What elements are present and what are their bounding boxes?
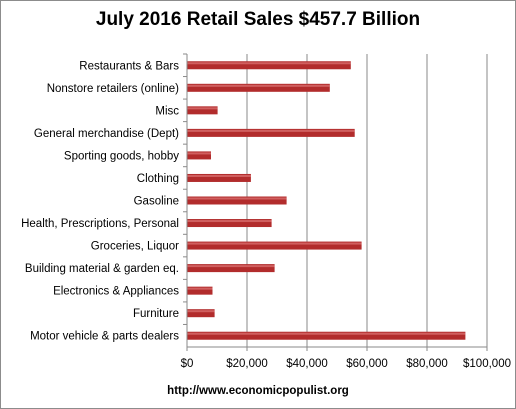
bar bbox=[187, 264, 275, 273]
x-tick-label: $0 bbox=[181, 358, 194, 370]
bar-highlight bbox=[187, 220, 272, 223]
x-tick-label: $40,000 bbox=[286, 358, 328, 370]
x-tick-label: $80,000 bbox=[406, 358, 448, 370]
category-label: Furniture bbox=[133, 308, 179, 320]
category-label: Clothing bbox=[137, 173, 179, 185]
category-label: Sporting goods, hobby bbox=[64, 150, 179, 162]
bar-highlight bbox=[187, 265, 275, 268]
x-tick-label: $100,000 bbox=[463, 358, 511, 370]
bar bbox=[187, 241, 362, 250]
bar bbox=[187, 196, 287, 205]
category-label: Groceries, Liquor bbox=[91, 241, 179, 253]
bar bbox=[187, 219, 272, 228]
category-label: Gasoline bbox=[134, 196, 179, 208]
bar bbox=[187, 331, 466, 340]
bar-highlight bbox=[187, 332, 466, 335]
bar-highlight bbox=[187, 84, 330, 87]
category-label: Health, Prescriptions, Personal bbox=[21, 218, 179, 230]
category-label: Misc bbox=[155, 105, 179, 117]
bar bbox=[187, 106, 218, 115]
bar bbox=[187, 128, 355, 137]
bar-highlight bbox=[187, 287, 213, 290]
category-label: Restaurants & Bars bbox=[79, 60, 179, 72]
category-label: Electronics & Appliances bbox=[53, 286, 179, 298]
bar-highlight bbox=[187, 152, 211, 155]
category-label: Motor vehicle & parts dealers bbox=[30, 331, 179, 343]
chart-title: July 2016 Retail Sales $457.7 Billion bbox=[95, 9, 421, 30]
category-label: General merchandise (Dept) bbox=[34, 128, 179, 140]
category-label: Nonstore retailers (online) bbox=[47, 83, 179, 95]
bar-highlight bbox=[187, 310, 215, 313]
bar-highlight bbox=[187, 242, 362, 245]
bar bbox=[187, 83, 330, 92]
bar-highlight bbox=[187, 174, 251, 177]
bar bbox=[187, 309, 215, 318]
x-tick-label: $60,000 bbox=[346, 358, 388, 370]
bar bbox=[187, 173, 251, 182]
bar-highlight bbox=[187, 107, 218, 110]
bar-highlight bbox=[187, 197, 287, 200]
x-tick-label: $20,000 bbox=[226, 358, 268, 370]
source-url: http://www.economicpopulist.org bbox=[167, 385, 349, 397]
bar-highlight bbox=[187, 129, 355, 132]
bar bbox=[187, 61, 351, 70]
bar bbox=[187, 286, 213, 295]
bar bbox=[187, 151, 211, 160]
category-label: Building material & garden eq. bbox=[25, 263, 179, 275]
bar-highlight bbox=[187, 62, 351, 65]
